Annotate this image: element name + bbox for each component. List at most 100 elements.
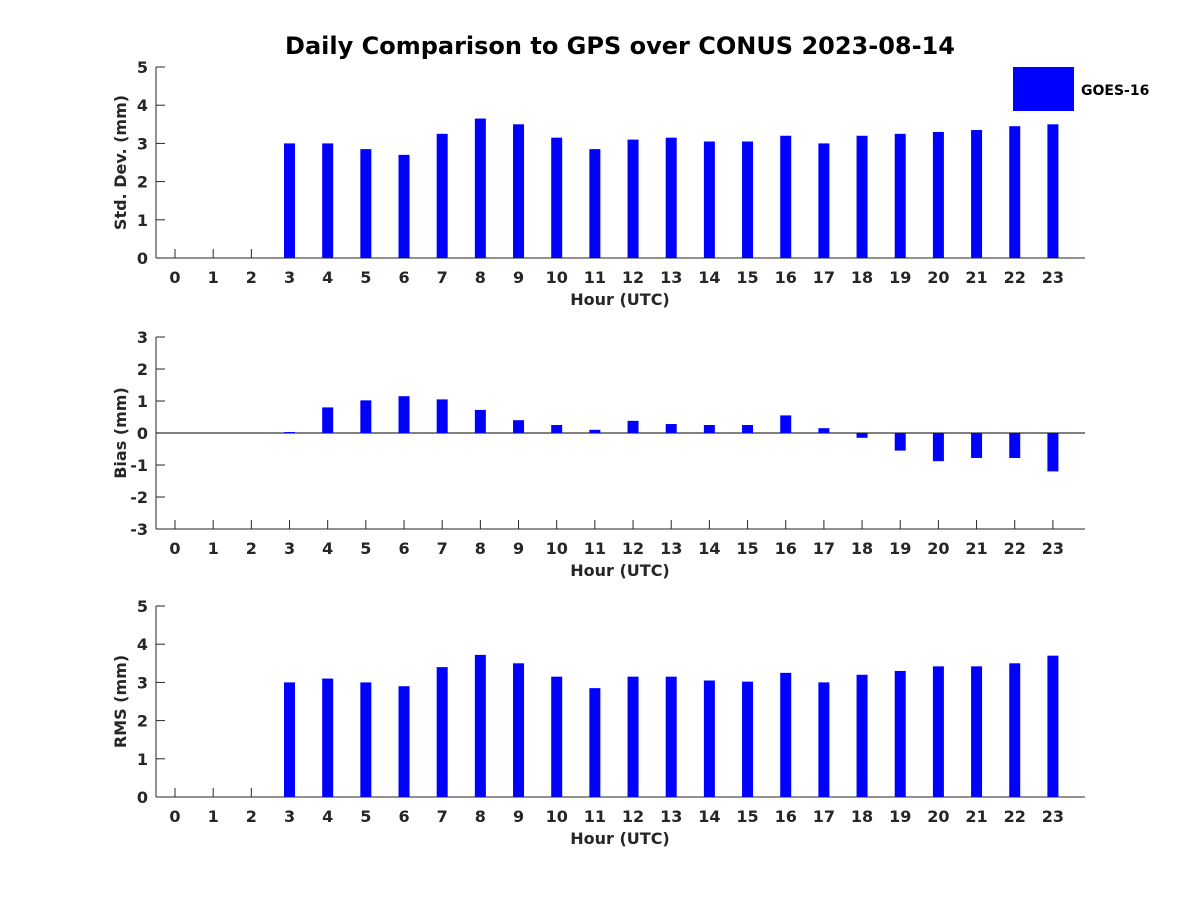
y-tick-label: 2 — [137, 712, 148, 731]
bar-rms-hour-16 — [780, 672, 792, 797]
bar-bias-hour-17 — [818, 428, 830, 433]
x-tick-label: 14 — [698, 807, 720, 826]
bar-bias-hour-5 — [360, 400, 372, 433]
x-tick-label: 1 — [208, 268, 219, 287]
bar-std-hour-19 — [894, 133, 906, 258]
y-tick-label: -3 — [130, 520, 148, 539]
x-tick-label: 9 — [513, 539, 524, 558]
bar-rms-hour-13 — [665, 676, 677, 797]
x-tick-label: 23 — [1042, 807, 1064, 826]
x-tick-label: 7 — [437, 539, 448, 558]
legend: GOES-16 — [1013, 67, 1149, 111]
x-tick-label: 10 — [546, 807, 568, 826]
y-tick-label: 2 — [137, 173, 148, 192]
x-tick-label: 19 — [889, 268, 911, 287]
x-tick-label: 22 — [1004, 807, 1026, 826]
bar-rms-hour-17 — [818, 682, 830, 797]
x-tick-label: 0 — [169, 539, 180, 558]
bar-std-hour-18 — [856, 135, 868, 258]
bar-bias-hour-3 — [284, 432, 296, 434]
x-tick-label: 18 — [851, 539, 873, 558]
x-tick-label: 6 — [398, 268, 409, 287]
x-tick-label: 13 — [660, 268, 682, 287]
y-tick-label: 4 — [137, 96, 148, 115]
x-tick-label: 16 — [775, 807, 797, 826]
bar-std-hour-5 — [360, 149, 372, 258]
y-tick-label: -2 — [130, 488, 148, 507]
bar-bias-hour-9 — [513, 420, 525, 433]
x-tick-label: 12 — [622, 807, 644, 826]
bar-bias-hour-21 — [971, 433, 983, 458]
bar-bias-hour-15 — [742, 425, 754, 433]
x-tick-label: 20 — [927, 807, 949, 826]
bar-rms-hour-19 — [894, 670, 906, 797]
bar-bias-hour-19 — [894, 433, 906, 451]
x-axis-label: Hour (UTC) — [570, 290, 670, 309]
y-tick-label: 3 — [137, 134, 148, 153]
x-tick-label: 18 — [851, 268, 873, 287]
x-tick-label: 15 — [736, 268, 758, 287]
bar-std-hour-17 — [818, 143, 830, 258]
bar-rms-hour-20 — [932, 666, 944, 797]
legend-swatch — [1013, 67, 1074, 111]
bar-std-hour-16 — [780, 135, 792, 258]
x-tick-label: 7 — [437, 807, 448, 826]
x-tick-label: 15 — [736, 807, 758, 826]
x-axis-label: Hour (UTC) — [570, 561, 670, 580]
bar-rms-hour-10 — [551, 676, 563, 797]
bar-std-hour-10 — [551, 137, 563, 258]
x-tick-label: 5 — [360, 268, 371, 287]
x-tick-label: 21 — [965, 539, 987, 558]
x-tick-label: 11 — [584, 539, 606, 558]
x-tick-label: 19 — [889, 539, 911, 558]
x-tick-label: 3 — [284, 268, 295, 287]
bar-bias-hour-23 — [1047, 433, 1059, 472]
x-tick-label: 10 — [546, 268, 568, 287]
y-tick-label: 3 — [137, 328, 148, 347]
x-tick-label: 20 — [927, 268, 949, 287]
bar-std-hour-3 — [284, 143, 296, 258]
bar-rms-hour-21 — [971, 666, 983, 797]
x-tick-label: 17 — [813, 539, 835, 558]
x-tick-label: 3 — [284, 539, 295, 558]
bar-rms-hour-23 — [1047, 655, 1059, 797]
x-tick-label: 22 — [1004, 539, 1026, 558]
x-tick-label: 2 — [246, 268, 257, 287]
x-tick-label: 21 — [965, 807, 987, 826]
y-tick-label: -1 — [130, 456, 148, 475]
x-tick-label: 23 — [1042, 539, 1064, 558]
y-tick-label: 1 — [137, 211, 148, 230]
bar-rms-hour-9 — [513, 663, 525, 797]
y-axis-label: Std. Dev. (mm) — [111, 95, 130, 230]
bar-bias-hour-20 — [932, 433, 944, 462]
bar-std-hour-13 — [665, 137, 677, 258]
x-tick-label: 2 — [246, 807, 257, 826]
x-tick-label: 7 — [437, 268, 448, 287]
bar-rms-hour-18 — [856, 674, 868, 797]
bar-std-hour-4 — [322, 143, 334, 258]
x-axis-label: Hour (UTC) — [570, 829, 670, 848]
x-tick-label: 20 — [927, 539, 949, 558]
bar-rms-hour-11 — [589, 688, 601, 797]
x-tick-label: 19 — [889, 807, 911, 826]
x-tick-label: 4 — [322, 268, 333, 287]
x-tick-label: 15 — [736, 539, 758, 558]
bar-std-hour-11 — [589, 149, 601, 258]
x-tick-label: 3 — [284, 807, 295, 826]
bar-std-hour-9 — [513, 124, 525, 258]
bar-rms-hour-3 — [284, 682, 296, 797]
bar-bias-hour-12 — [627, 420, 639, 433]
x-tick-label: 23 — [1042, 268, 1064, 287]
x-tick-label: 11 — [584, 807, 606, 826]
x-tick-label: 13 — [660, 539, 682, 558]
x-tick-label: 8 — [475, 539, 486, 558]
bar-rms-hour-5 — [360, 682, 372, 797]
x-tick-label: 12 — [622, 268, 644, 287]
x-tick-label: 10 — [546, 539, 568, 558]
y-tick-label: 3 — [137, 673, 148, 692]
y-tick-label: 5 — [137, 597, 148, 616]
bar-rms-hour-15 — [742, 681, 754, 797]
y-tick-label: 0 — [137, 788, 148, 807]
x-tick-label: 21 — [965, 268, 987, 287]
